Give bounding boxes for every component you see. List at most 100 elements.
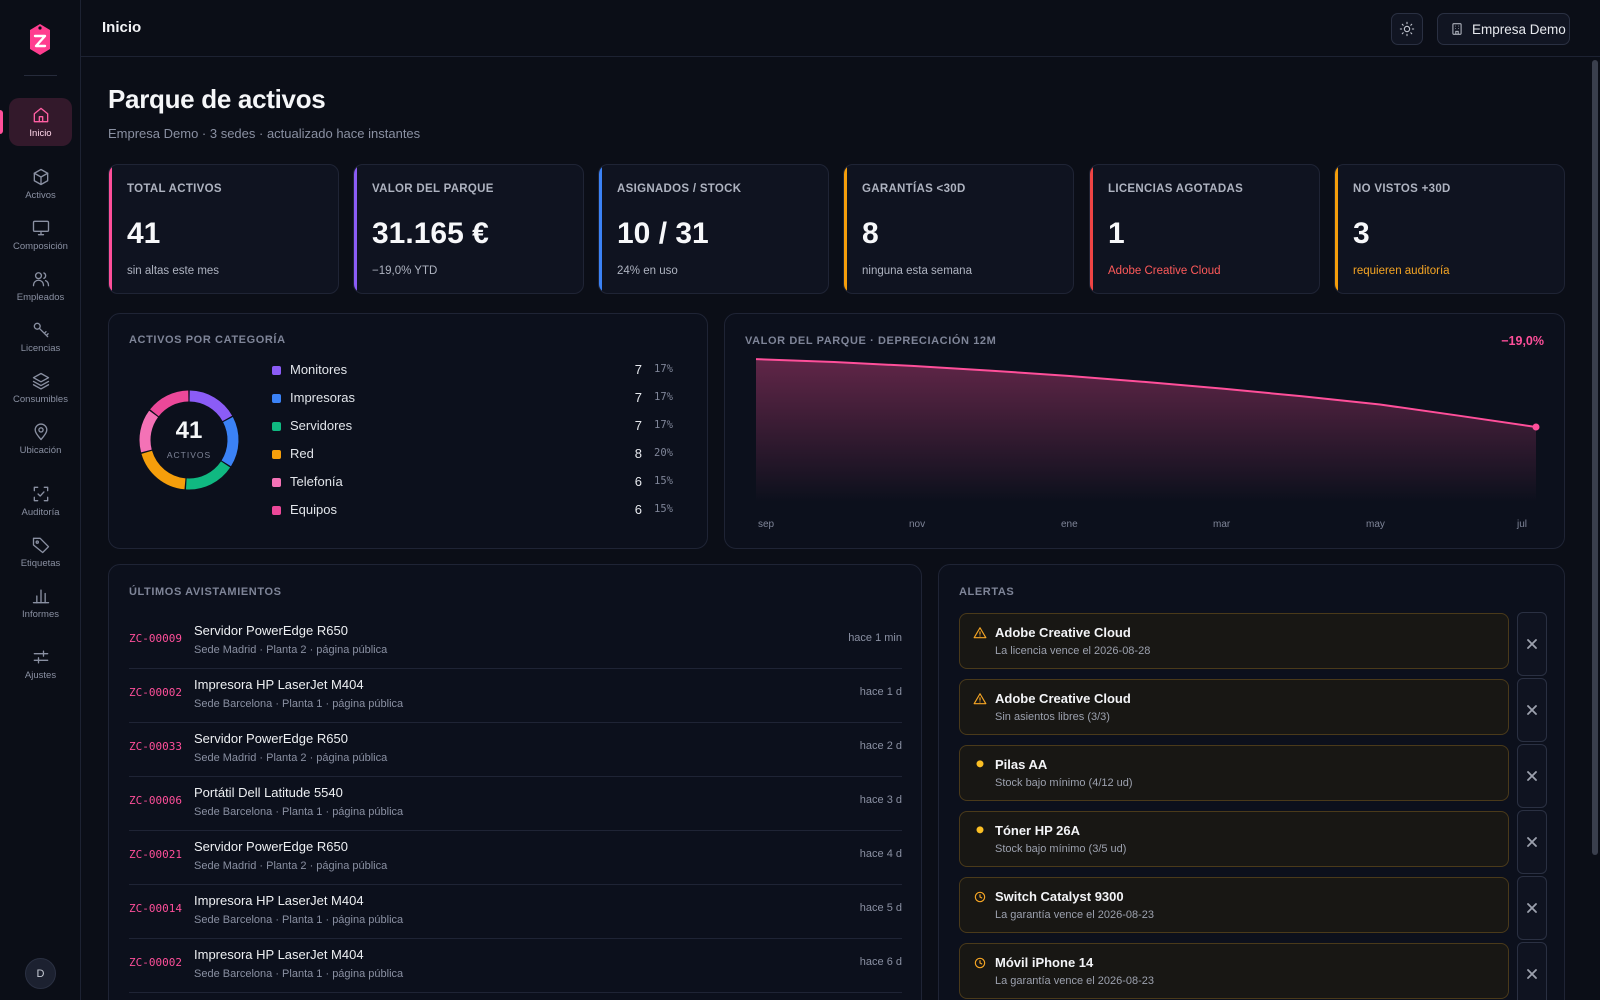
alert-description: La garantía vence el 2026-08-23 — [995, 909, 1155, 921]
dismiss-alert-button[interactable] — [1517, 810, 1547, 874]
dismiss-alert-button[interactable] — [1517, 942, 1547, 1000]
category-row[interactable]: Telefonía 6 15% — [272, 472, 683, 492]
sidebar-item-ubicacion[interactable]: Ubicación — [9, 415, 72, 463]
asset-code-link[interactable]: ZC-00009 — [129, 632, 182, 645]
asset-location: Sede Madrid · Planta 2 · página pública — [194, 860, 388, 872]
dismiss-alert-button[interactable] — [1517, 744, 1547, 808]
kpi-card[interactable]: LICENCIAS AGOTADAS 1 Adobe Creative Cloud — [1089, 164, 1320, 294]
avatar[interactable]: D — [25, 958, 56, 989]
asset-code-link[interactable]: ZC-00021 — [129, 848, 182, 861]
category-row[interactable]: Red 8 20% — [272, 444, 683, 464]
asset-code-link[interactable]: ZC-00014 — [129, 902, 182, 915]
alert-item[interactable]: Pilas AA Stock bajo mínimo (4/12 ud) — [959, 745, 1509, 801]
sidebar-item-consumibles[interactable]: Consumibles — [9, 364, 72, 412]
kpi-label: NO VISTOS +30D — [1353, 183, 1451, 195]
donut-slice[interactable] — [139, 410, 159, 453]
sidebar-item-label: Empleados — [16, 292, 65, 303]
warning-icon — [973, 693, 987, 705]
kpi-card[interactable]: NO VISTOS +30D 3 requieren auditoría — [1334, 164, 1565, 294]
alerts-panel-title: ALERTAS — [959, 586, 1015, 598]
sidebar-item-licencias[interactable]: Licencias — [9, 313, 72, 361]
table-row[interactable]: ZC-00002 Impresora HP LaserJet M404 Sede B… — [129, 939, 902, 993]
sidebar-item-etiquetas[interactable]: Etiquetas — [9, 528, 72, 576]
table-row[interactable]: ZC-00021 Servidor PowerEdge R650 Sede Madr… — [129, 831, 902, 885]
category-panel: ACTIVOS POR CATEGORÍA 41 ACTIVOS Monitor… — [108, 313, 708, 549]
kpi-label: LICENCIAS AGOTADAS — [1108, 183, 1244, 195]
x-tick-label: jul — [1517, 519, 1528, 530]
kpi-label: ASIGNADOS / STOCK — [617, 183, 742, 195]
table-row[interactable]: ZC-00009 Servidor PowerEdge R650 Sede Madr… — [129, 615, 902, 669]
asset-code-link[interactable]: ZC-00033 — [129, 740, 182, 753]
dismiss-alert-button[interactable] — [1517, 678, 1547, 742]
category-count: 6 — [634, 474, 642, 489]
alert-item[interactable]: Móvil iPhone 14 La garantía vence el 2026… — [959, 943, 1509, 999]
map-pin-icon — [34, 423, 47, 441]
chart-point[interactable] — [1532, 423, 1540, 431]
table-row[interactable]: ZC-00033 Servidor PowerEdge R650 Sede Madr… — [129, 723, 902, 777]
alert-item[interactable]: Adobe Creative Cloud Sin asientos libres … — [959, 679, 1509, 735]
kpi-accent — [599, 165, 602, 293]
app-logo-icon[interactable] — [26, 22, 54, 56]
alerts-panel: ALERTAS Adobe Creative Cloud La licencia … — [938, 564, 1565, 1000]
page-subtitle: Empresa Demo · 3 sedes · actualizado hac… — [108, 126, 421, 141]
category-row[interactable]: Servidores 7 17% — [272, 416, 683, 436]
kpi-card[interactable]: GARANTÍAS <30D 8 ninguna esta semana — [843, 164, 1074, 294]
sidebar-item-auditoria[interactable]: Auditoría — [9, 477, 72, 525]
table-row[interactable]: ZC-00002 Impresora HP LaserJet M404 Sede B… — [129, 669, 902, 723]
asset-location: Sede Barcelona · Planta 1 · página públi… — [194, 968, 404, 980]
asset-name: Impresora HP LaserJet M404 — [194, 677, 364, 692]
kpi-card[interactable]: TOTAL ACTIVOS 41 sin altas este mes — [108, 164, 339, 294]
donut-slice[interactable] — [221, 417, 239, 467]
alert-title: Pilas AA — [995, 757, 1048, 772]
sighting-time: hace 1 min — [848, 632, 902, 644]
sidebar-item-activos[interactable]: Activos — [9, 160, 72, 208]
sidebar-item-composicion[interactable]: Composición — [9, 211, 72, 259]
alert-title: Adobe Creative Cloud — [995, 625, 1131, 640]
alert-item[interactable]: Tóner HP 26A Stock bajo mínimo (3/5 ud) — [959, 811, 1509, 867]
page-title: Parque de activos — [108, 84, 326, 114]
kpi-label: GARANTÍAS <30D — [862, 183, 966, 195]
asset-code-link[interactable]: ZC-00002 — [129, 956, 182, 969]
asset-code-link[interactable]: ZC-00006 — [129, 794, 182, 807]
kpi-card[interactable]: VALOR DEL PARQUE 31.165 € −19,0% YTD — [353, 164, 584, 294]
dismiss-alert-button[interactable] — [1517, 612, 1547, 676]
sidebar-item-inicio[interactable]: Inicio — [9, 98, 72, 146]
alert-item[interactable]: Switch Catalyst 9300 La garantía vence el… — [959, 877, 1509, 933]
sidebar-item-informes[interactable]: Informes — [9, 579, 72, 627]
category-swatch — [272, 506, 281, 515]
sidebar-item-ajustes[interactable]: Ajustes — [9, 640, 72, 688]
dismiss-alert-button[interactable] — [1517, 876, 1547, 940]
box-icon — [33, 168, 48, 186]
kpi-card[interactable]: ASIGNADOS / STOCK 10 / 31 24% en uso — [598, 164, 829, 294]
category-percent: 17% — [654, 391, 673, 403]
donut-slice[interactable] — [185, 461, 231, 490]
kpi-subtext: 24% en uso — [617, 265, 678, 277]
donut-slice[interactable] — [150, 390, 189, 417]
category-row[interactable]: Equipos 6 15% — [272, 500, 683, 520]
active-nav-marker — [0, 110, 3, 134]
category-row[interactable]: Monitores 7 17% — [272, 360, 683, 380]
sidebar-divider — [24, 75, 57, 76]
asset-code-link[interactable]: ZC-00002 — [129, 686, 182, 699]
company-selector-button[interactable]: Empresa Demo — [1437, 13, 1570, 45]
asset-location: Sede Madrid · Planta 2 · página pública — [194, 644, 388, 656]
table-row[interactable]: ZC-00014 Impresora HP LaserJet M404 Sede B… — [129, 885, 902, 939]
sidebar-item-empleados[interactable]: Empleados — [9, 262, 72, 310]
alert-item[interactable]: Adobe Creative Cloud La licencia vence el… — [959, 613, 1509, 669]
category-row[interactable]: Impresoras 7 17% — [272, 388, 683, 408]
depreciation-change: −19,0% — [1501, 334, 1544, 348]
x-tick-label: nov — [909, 519, 926, 530]
table-row[interactable]: ZC-00006 Portátil Dell Latitude 5540 Sede … — [129, 777, 902, 831]
donut-slice[interactable] — [189, 390, 233, 422]
close-icon — [1527, 705, 1537, 715]
category-swatch — [272, 366, 281, 375]
theme-toggle-button[interactable] — [1391, 13, 1423, 45]
alert-description: Stock bajo mínimo (3/5 ud) — [995, 843, 1127, 855]
scrollbar-thumb[interactable] — [1592, 60, 1598, 855]
close-icon — [1527, 903, 1537, 913]
donut-slice[interactable] — [141, 450, 186, 490]
asset-name: Servidor PowerEdge R650 — [194, 623, 348, 638]
kpi-subtext: −19,0% YTD — [372, 265, 438, 277]
asset-name: Servidor PowerEdge R650 — [194, 731, 348, 746]
